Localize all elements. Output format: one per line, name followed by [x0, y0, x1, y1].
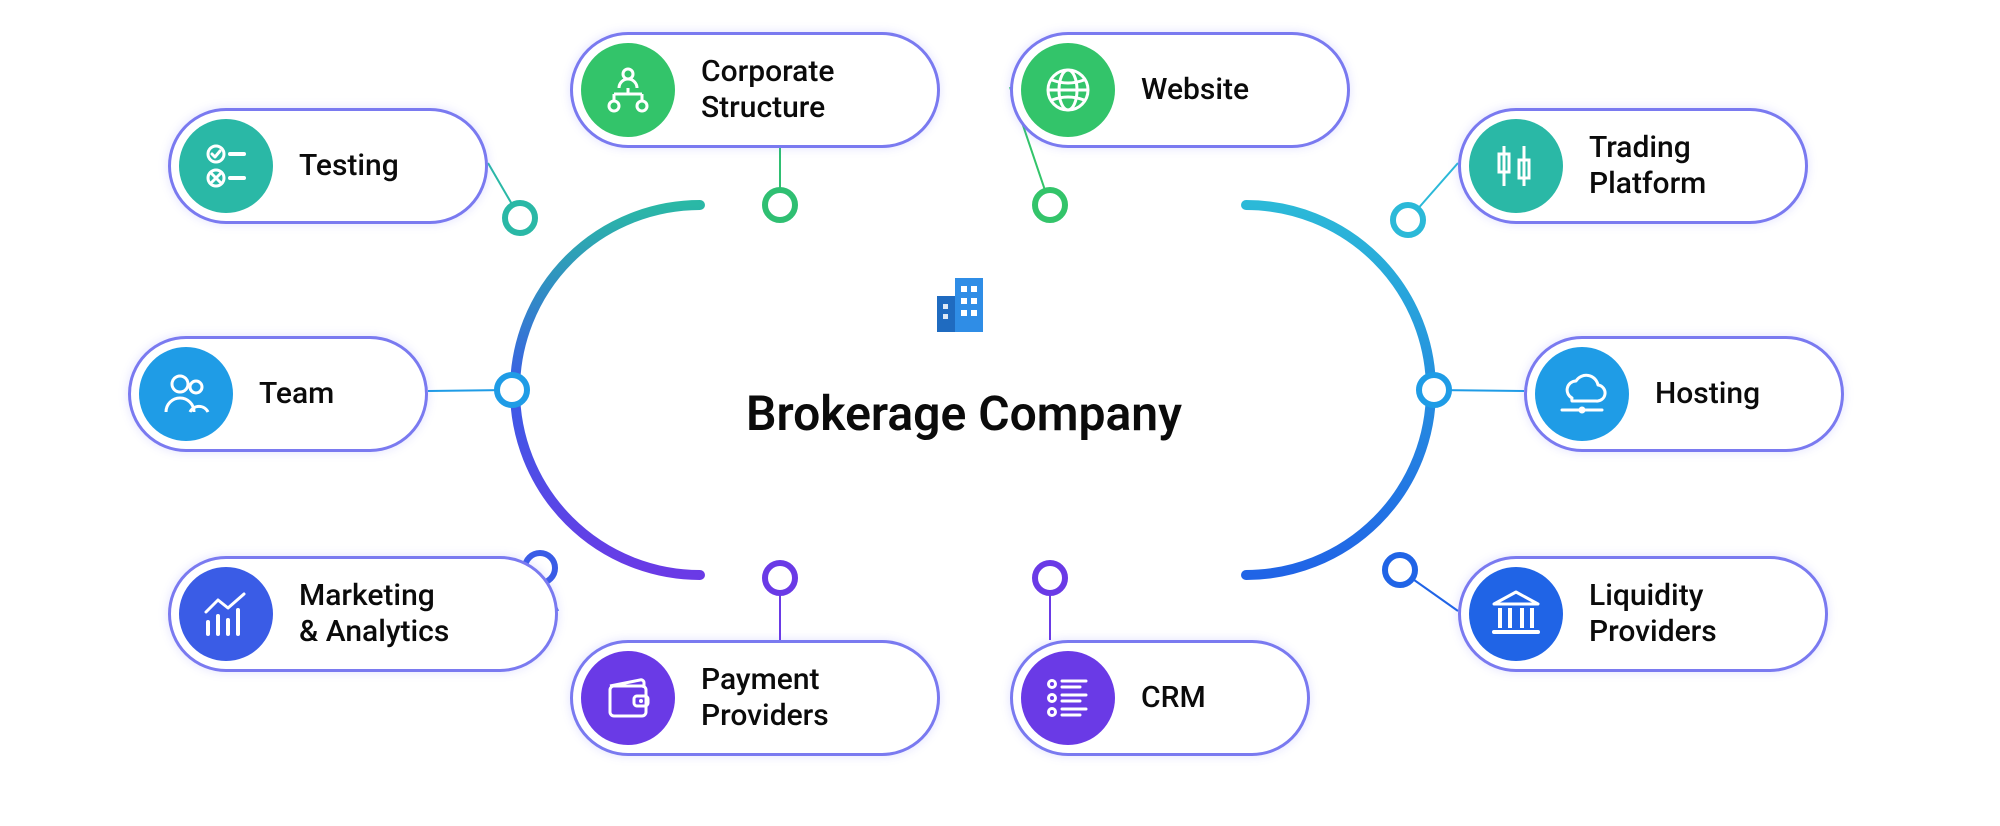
center-building-icon: [925, 268, 995, 338]
org-icon: [581, 43, 675, 137]
list-icon: [1021, 651, 1115, 745]
pill-label-liquidity: Liquidity Providers: [1589, 578, 1717, 650]
pill-liquidity: Liquidity Providers: [1458, 556, 1828, 672]
testing-icon: [179, 119, 273, 213]
team-icon: [139, 347, 233, 441]
ring-dot-payment: [765, 563, 795, 593]
pill-marketing: Marketing & Analytics: [168, 556, 558, 672]
wallet-icon: [581, 651, 675, 745]
pill-label-corporate: Corporate Structure: [701, 54, 834, 126]
bank-icon: [1469, 567, 1563, 661]
pill-hosting: Hosting: [1524, 336, 1844, 452]
ring-dot-hosting: [1419, 375, 1449, 405]
ring-dot-testing: [505, 203, 535, 233]
pill-website: Website: [1010, 32, 1350, 148]
pill-trading: Trading Platform: [1458, 108, 1808, 224]
ring-dot-team: [497, 375, 527, 405]
pill-label-marketing: Marketing & Analytics: [299, 578, 449, 650]
pill-payment: Payment Providers: [570, 640, 940, 756]
diagram-canvas: Brokerage Company Testing Corporate Struc…: [0, 0, 2000, 826]
pill-testing: Testing: [168, 108, 488, 224]
analytics-icon: [179, 567, 273, 661]
pill-crm: CRM: [1010, 640, 1310, 756]
cloud-icon: [1535, 347, 1629, 441]
candles-icon: [1469, 119, 1563, 213]
pill-corporate: Corporate Structure: [570, 32, 940, 148]
pill-label-testing: Testing: [299, 148, 399, 184]
ring-dot-crm: [1035, 563, 1065, 593]
ring-dot-website: [1035, 190, 1065, 220]
pill-label-trading: Trading Platform: [1589, 130, 1706, 202]
ring-dot-corporate: [765, 190, 795, 220]
globe-icon: [1021, 43, 1115, 137]
pill-label-team: Team: [259, 376, 334, 412]
pill-label-website: Website: [1141, 72, 1249, 108]
ring-dot-trading: [1393, 205, 1423, 235]
ring-dot-liquidity: [1385, 555, 1415, 585]
pill-label-crm: CRM: [1141, 680, 1206, 716]
pill-label-payment: Payment Providers: [701, 662, 829, 734]
center-title: Brokerage Company: [746, 385, 1182, 442]
pill-label-hosting: Hosting: [1655, 376, 1760, 412]
pill-team: Team: [128, 336, 428, 452]
